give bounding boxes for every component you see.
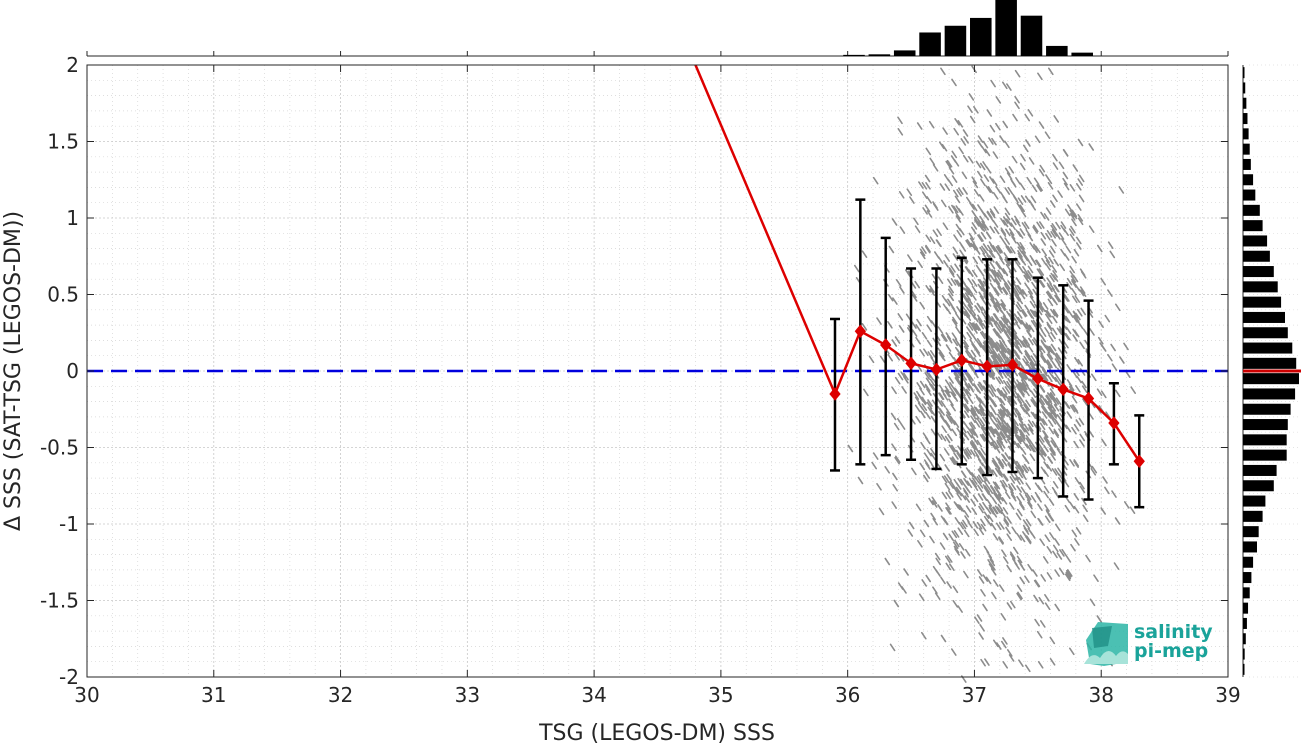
salinity-pi-mep-logo: salinity pi-mep — [1084, 621, 1213, 666]
right-hist-bar — [1243, 82, 1246, 94]
mean-marker — [1057, 382, 1069, 397]
right-hist-bar — [1243, 235, 1268, 247]
right-hist-bar — [1243, 158, 1251, 170]
mean-marker — [981, 359, 993, 374]
right-hist-bar — [1243, 67, 1245, 79]
mean-marker — [905, 356, 917, 371]
mean-line — [694, 65, 1141, 462]
right-hist-bar — [1243, 327, 1288, 339]
mean-marker — [1108, 416, 1120, 430]
right-hist-bar — [1243, 174, 1254, 186]
y-tick-label: -2 — [59, 665, 79, 689]
right-hist-bar — [1243, 357, 1297, 369]
top-histogram — [86, 0, 1229, 57]
right-hist-bar — [1243, 541, 1257, 553]
top-hist-bar — [919, 32, 941, 56]
y-tick-label: -1.5 — [40, 589, 79, 613]
x-axis-title: TSG (LEGOS-DM) SSS — [538, 721, 775, 745]
y-tick-label: -0.5 — [40, 436, 79, 460]
y-axis-title: Δ SSS (SAT-TSG (LEGOS-DM)) — [1, 211, 26, 531]
right-hist-bar — [1243, 296, 1282, 308]
top-hist-bar — [995, 0, 1017, 56]
mean-marker — [1133, 454, 1145, 469]
y-tick-label: 0.5 — [47, 283, 79, 307]
x-tick-label: 35 — [708, 683, 733, 707]
binned-mean-series — [694, 65, 1145, 469]
right-hist-bar — [1243, 189, 1256, 201]
y-tick-label: 2 — [66, 53, 79, 77]
right-hist-bar — [1243, 266, 1274, 278]
logo-line-2: pi-mep — [1134, 640, 1208, 662]
x-tick-label: 33 — [455, 683, 480, 707]
x-tick-label: 31 — [201, 683, 226, 707]
right-hist-bar — [1243, 495, 1266, 507]
right-hist-bar — [1243, 97, 1247, 109]
y-tick-label: 1.5 — [47, 130, 79, 154]
plot-axes — [86, 64, 1229, 678]
right-hist-bar — [1243, 449, 1287, 461]
logo-wave-icon — [1084, 622, 1128, 666]
right-hist-bar — [1243, 526, 1259, 538]
right-hist-bar — [1243, 633, 1246, 645]
right-hist-bar — [1243, 572, 1252, 584]
top-hist-bar — [944, 25, 967, 56]
right-hist-bar — [1243, 587, 1250, 599]
x-tick-label: 39 — [1215, 683, 1240, 707]
right-hist-bar — [1243, 480, 1274, 492]
y-tick-labels: 2 1.5 1 0.5 0 -0.5 -1 -1.5 -2 — [40, 53, 79, 689]
y-tick-label: -1 — [59, 512, 79, 536]
right-hist-bar — [1243, 250, 1270, 262]
right-hist-bar — [1243, 648, 1245, 660]
mean-marker — [880, 338, 892, 352]
right-hist-bar — [1243, 128, 1249, 140]
x-tick-label: 30 — [74, 683, 99, 707]
right-hist-bar — [1243, 388, 1296, 400]
mean-marker — [930, 362, 943, 377]
right-hist-bar — [1243, 617, 1247, 629]
top-hist-bar — [1046, 45, 1068, 56]
scatter-points — [847, 65, 1136, 683]
mean-marker — [829, 387, 841, 401]
top-hist-bar — [843, 54, 865, 56]
right-hist-bar — [1243, 373, 1299, 385]
y-tick-label: 0 — [66, 359, 79, 383]
right-hist-bar — [1243, 434, 1287, 446]
x-tick-label: 37 — [962, 683, 987, 707]
right-hist-bar — [1243, 143, 1250, 155]
right-hist-bar — [1243, 663, 1245, 675]
top-hist-bar — [1071, 52, 1093, 56]
y-tick-label: 1 — [66, 206, 79, 230]
mean-marker — [854, 324, 866, 339]
x-tick-label: 36 — [835, 683, 860, 707]
right-histogram — [1242, 64, 1301, 678]
right-hist-bar — [1243, 281, 1278, 293]
scatter-cloud — [847, 65, 1136, 683]
top-hist-bar — [893, 50, 916, 56]
top-hist-bar — [970, 17, 992, 57]
x-tick-label: 32 — [328, 683, 353, 707]
right-hist-bar — [1243, 113, 1248, 125]
mean-marker — [1006, 358, 1019, 372]
right-hist-bar — [1243, 204, 1260, 216]
right-hist-bar — [1243, 602, 1249, 614]
right-hist-bar — [1243, 342, 1293, 354]
x-tick-labels: 30 31 32 33 34 35 36 37 38 39 — [74, 683, 1240, 707]
mean-marker — [1032, 371, 1044, 386]
mean-marker — [1082, 391, 1095, 406]
right-hist-bar — [1243, 510, 1263, 522]
right-hist-bar — [1243, 419, 1288, 431]
top-hist-bar — [868, 54, 891, 56]
right-hist-bar — [1243, 464, 1277, 476]
top-hist-bar — [1020, 15, 1043, 56]
logo-line-1: salinity — [1134, 621, 1213, 643]
right-hist-bar — [1243, 403, 1291, 415]
right-hist-bar — [1243, 220, 1263, 232]
right-hist-bar — [1243, 556, 1254, 568]
x-tick-label: 38 — [1088, 683, 1113, 707]
x-tick-label: 34 — [581, 683, 606, 707]
mean-marker — [956, 353, 968, 368]
right-hist-bar — [1243, 311, 1285, 323]
